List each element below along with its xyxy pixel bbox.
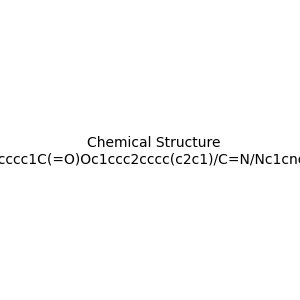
Text: Chemical Structure
COc1ccccc1C(=O)Oc1ccc2cccc(c2c1)/C=N/Nc1cnc2c(Cl)c: Chemical Structure COc1ccccc1C(=O)Oc1ccc… xyxy=(0,136,300,166)
